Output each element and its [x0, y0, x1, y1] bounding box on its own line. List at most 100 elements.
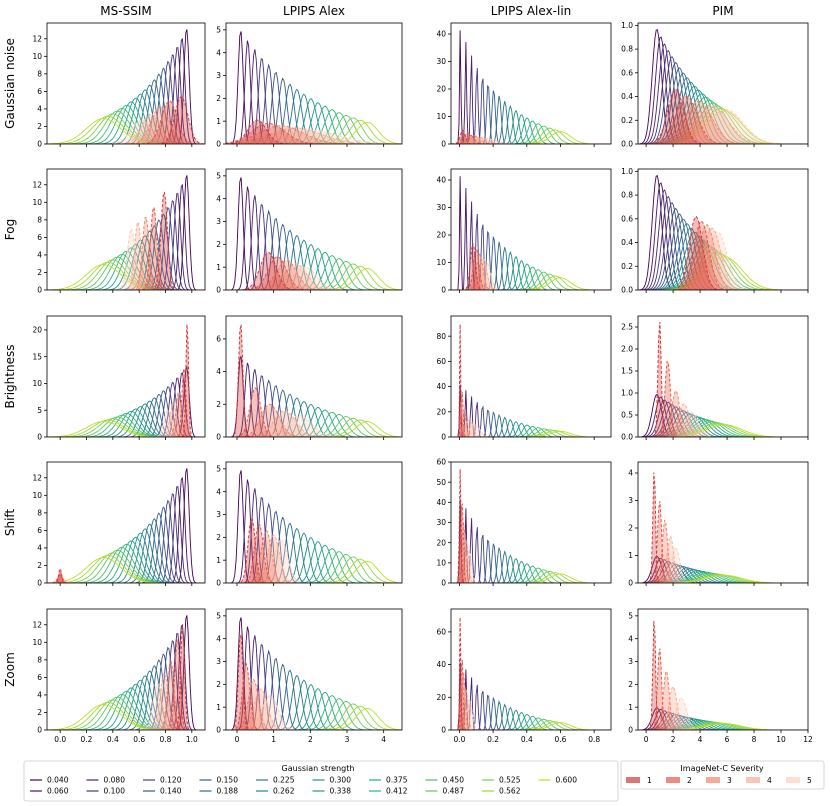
- gaussian-curve-0.562: [226, 419, 402, 437]
- y-tick-label: 1.0: [621, 167, 633, 176]
- gaussian-curve-0.080: [47, 486, 205, 583]
- gaussian-curve-0.080: [638, 399, 808, 437]
- gaussian-curve-0.080: [47, 377, 205, 437]
- gaussian-curve-0.525: [226, 556, 402, 583]
- severity-curve-4: [451, 417, 611, 437]
- panel-frame: [637, 22, 809, 145]
- legend-swatch-severity-2: [666, 777, 680, 783]
- severity-curve-3: [47, 390, 205, 437]
- severity-curve-4: [638, 105, 808, 144]
- y-tick-label: 6: [37, 87, 42, 96]
- gaussian-curve-0.375: [47, 687, 205, 730]
- gaussian-curve-0.600: [47, 118, 205, 144]
- legend-label-0.600: 0.600: [556, 776, 578, 785]
- severity-curve-5: [451, 261, 611, 290]
- gaussian-curve-0.060: [47, 623, 205, 730]
- y-tick-label: 3: [628, 657, 633, 666]
- y-tick-label: 0.6: [621, 68, 633, 77]
- severity-curve-3: [226, 529, 402, 583]
- gaussian-curve-0.562: [47, 261, 205, 290]
- severity-curve-1: [226, 634, 402, 730]
- gaussian-curve-0.300: [47, 532, 205, 583]
- y-tick-label: 20: [436, 231, 446, 240]
- x-tick-label: 4: [381, 735, 386, 744]
- severity-curve-2: [226, 522, 402, 583]
- y-tick-label: 5: [216, 611, 221, 620]
- panel-frame: [46, 22, 206, 145]
- row-title-zoom: Zoom: [3, 652, 17, 687]
- severity-curve-5: [226, 695, 402, 730]
- y-tick-label: 3: [216, 71, 221, 80]
- severity-curve-4: [47, 672, 205, 730]
- panel-frame: [225, 315, 403, 438]
- y-tick-label: 4: [216, 48, 221, 57]
- y-tick-label: 0: [216, 140, 221, 149]
- plot-area: [638, 175, 808, 290]
- gaussian-curve-0.338: [226, 102, 402, 144]
- severity-curve-4: [451, 136, 611, 144]
- legend-swatch-severity-1: [626, 777, 640, 783]
- gaussian-curve-0.375: [451, 714, 611, 730]
- severity-curve-5: [451, 137, 611, 144]
- y-tick-label: 50: [436, 478, 446, 487]
- gaussian-curve-0.188: [638, 218, 808, 290]
- severity-curve-5: [638, 697, 808, 730]
- y-tick-label: 4: [216, 487, 221, 496]
- severity-curve-2: [451, 247, 611, 290]
- gaussian-curve-0.040: [47, 468, 205, 583]
- panel-frame: [450, 22, 612, 145]
- severity-curve-3: [451, 253, 611, 290]
- gaussian-curve-0.600: [47, 704, 205, 730]
- panel-fog-lpips-alex: 0 1 2 3 4 5: [216, 168, 403, 295]
- gaussian-curve-0.262: [226, 400, 402, 437]
- gaussian-curve-0.412: [47, 412, 205, 437]
- severity-curve-4: [226, 263, 402, 290]
- y-tick-label: 0.0: [621, 433, 633, 442]
- y-tick-label: 1: [216, 263, 221, 272]
- panel-frame: [637, 168, 809, 291]
- gaussian-curve-0.150: [638, 67, 808, 144]
- legend-label-0.262: 0.262: [273, 787, 295, 796]
- gaussian-curve-0.562: [47, 554, 205, 583]
- panel-frame: [450, 608, 612, 731]
- panel-shift-pim: 0 1 2 3 4: [628, 461, 809, 588]
- gaussian-curve-0.412: [451, 565, 611, 583]
- gaussian-curve-0.040: [47, 29, 205, 144]
- gaussian-curve-0.487: [451, 428, 611, 437]
- legend-label-severity-4: 4: [767, 776, 772, 785]
- legend-swatch-severity-4: [746, 777, 760, 783]
- severity-curve-1: [638, 620, 808, 730]
- legend-label-0.225: 0.225: [273, 776, 295, 785]
- gaussian-curve-0.060: [47, 476, 205, 583]
- severity-curve-1: [47, 625, 205, 730]
- gaussian-curve-0.562: [47, 115, 205, 144]
- legend-label-0.150: 0.150: [217, 776, 239, 785]
- gaussian-curve-0.100: [226, 375, 402, 437]
- gaussian-curve-0.487: [451, 125, 611, 144]
- gaussian-curve-0.150: [638, 714, 808, 730]
- x-tick-label: 1.0: [186, 735, 198, 744]
- gaussian-curve-0.600: [47, 557, 205, 583]
- gaussian-curve-0.338: [47, 683, 205, 730]
- gaussian-curve-0.225: [638, 77, 808, 144]
- severity-curve-3: [451, 409, 611, 437]
- gaussian-curve-0.562: [47, 701, 205, 730]
- y-tick-label: 4: [628, 469, 633, 478]
- gaussian-curve-0.262: [47, 89, 205, 144]
- y-tick-label: 0: [441, 286, 446, 295]
- y-tick-label: 5: [216, 464, 221, 473]
- legend-gaussian-strength: Gaussian strength 0.040 0.060 0.080 0.100 0.1…: [23, 760, 619, 802]
- y-tick-label: 0.2: [621, 262, 633, 271]
- y-tick-label: 40: [436, 382, 446, 391]
- panel-frame: [225, 22, 403, 145]
- plot-area: [47, 29, 205, 144]
- row-title-shift: Shift: [3, 509, 17, 537]
- y-tick-label: 8: [37, 655, 42, 664]
- legend-box: [23, 760, 619, 802]
- y-tick-label: 10: [32, 491, 42, 500]
- column-title-lpips-alex: LPIPS Alex: [283, 4, 345, 18]
- gaussian-curve-0.080: [226, 49, 402, 144]
- gaussian-curve-0.060: [47, 183, 205, 290]
- y-tick-label: 2: [216, 400, 221, 409]
- legend-label-0.080: 0.080: [104, 776, 126, 785]
